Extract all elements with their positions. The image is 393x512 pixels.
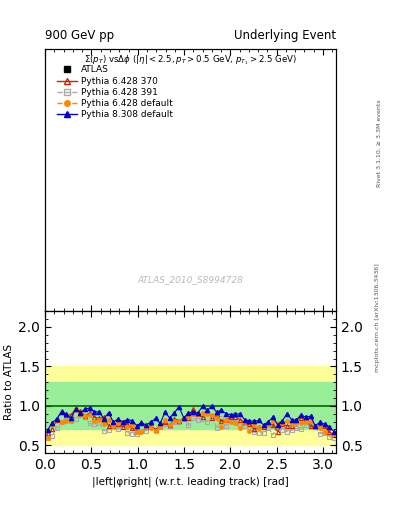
Y-axis label: Ratio to ATLAS: Ratio to ATLAS: [4, 344, 14, 420]
Legend: ATLAS, Pythia 6.428 370, Pythia 6.428 391, Pythia 6.428 default, Pythia 8.308 de: ATLAS, Pythia 6.428 370, Pythia 6.428 39…: [55, 63, 174, 121]
Text: 900 GeV pp: 900 GeV pp: [45, 29, 114, 42]
Text: $\Sigma(p_T)$ vs$\Delta\phi$ ($|\eta|<2.5, p_T>0.5$ GeV, $p_{T_1}>2.5$ GeV): $\Sigma(p_T)$ vs$\Delta\phi$ ($|\eta|<2.…: [84, 54, 297, 68]
X-axis label: |left|φright| (w.r.t. leading track) [rad]: |left|φright| (w.r.t. leading track) [ra…: [92, 476, 289, 486]
Text: mcplots.cern.ch [arXiv:1306.3436]: mcplots.cern.ch [arXiv:1306.3436]: [375, 263, 380, 372]
Text: Rivet 3.1.10, ≥ 3.3M events: Rivet 3.1.10, ≥ 3.3M events: [377, 99, 382, 187]
Text: Underlying Event: Underlying Event: [234, 29, 336, 42]
Bar: [45, 382, 336, 430]
Text: ATLAS_2010_S8994728: ATLAS_2010_S8994728: [138, 275, 244, 284]
Bar: [45, 367, 336, 445]
